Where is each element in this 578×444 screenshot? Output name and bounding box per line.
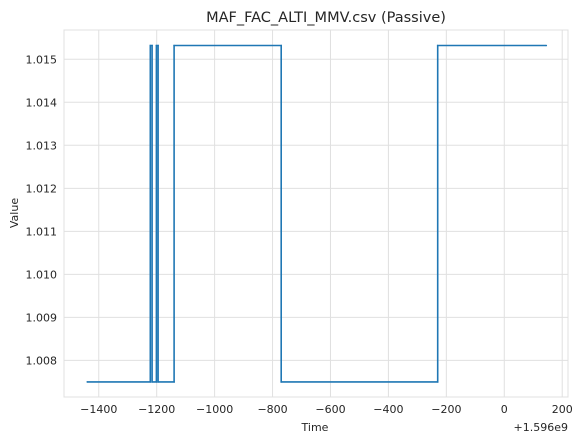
x-tick-label: −1400 (80, 403, 117, 416)
data-point (173, 381, 175, 383)
chart-title: MAF_FAC_ALTI_MMV.csv (Passive) (206, 10, 446, 26)
data-point (155, 381, 158, 383)
x-axis-label: Time (301, 421, 329, 434)
y-tick-label: 1.008 (26, 354, 58, 367)
x-tick-label: −600 (315, 403, 345, 416)
data-point (151, 44, 153, 47)
y-tick-label: 1.009 (26, 311, 58, 324)
data-point (86, 381, 88, 383)
series-line (87, 44, 547, 383)
data-point (436, 44, 439, 47)
data-point (149, 44, 152, 47)
grid (64, 30, 568, 397)
x-tick-label: −200 (431, 403, 461, 416)
y-tick-label: 1.010 (26, 268, 58, 281)
x-tick-label: −400 (373, 403, 403, 416)
y-tick-label: 1.011 (26, 225, 58, 238)
x-axis-ticks: −1400 −1200 −1000 −800 −600 −400 −200 0 200 (80, 403, 573, 416)
x-tick-label: −1200 (138, 403, 175, 416)
data-point (157, 381, 159, 383)
x-tick-label: 0 (501, 403, 508, 416)
data-point (151, 381, 153, 383)
data-point (173, 44, 175, 47)
series-layer (86, 44, 548, 383)
data-point (149, 381, 152, 383)
data-point (155, 44, 158, 47)
data-point (545, 44, 548, 47)
x-axis-offset-label: +1.596e9 (514, 421, 568, 434)
y-axis-ticks: 1.008 1.009 1.010 1.011 1.012 1.013 1.014 1.015 (26, 53, 58, 367)
y-axis-label: Value (8, 198, 21, 228)
y-tick-label: 1.012 (26, 182, 58, 195)
data-point (280, 381, 283, 383)
x-tick-label: −800 (257, 403, 287, 416)
y-tick-label: 1.013 (26, 139, 58, 152)
y-tick-label: 1.015 (26, 53, 58, 66)
data-point (280, 44, 283, 47)
y-tick-label: 1.014 (26, 96, 58, 109)
data-point (436, 381, 439, 383)
x-tick-label: −1000 (196, 403, 233, 416)
plot-area-frame (63, 29, 569, 398)
x-tick-label: 200 (552, 403, 573, 416)
data-point (157, 44, 159, 47)
